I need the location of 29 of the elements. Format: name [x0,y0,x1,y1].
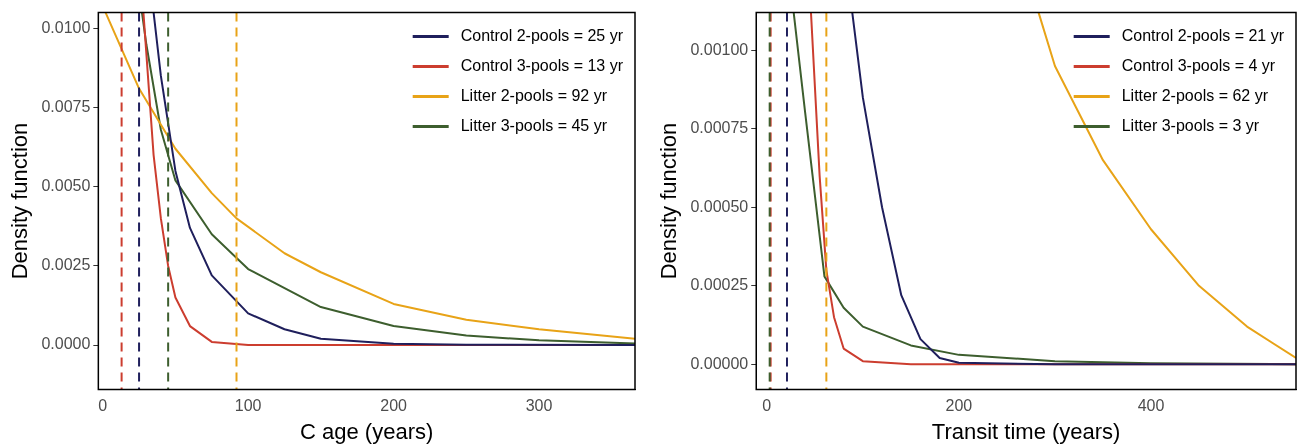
y-tick-label: 0.00075 [690,119,749,137]
x-tick-label: 200 [945,397,973,415]
y-tick-label: 0.00000 [690,354,749,372]
y-axis-title: Density function [656,122,682,280]
x-tick-label: 0 [98,397,108,415]
legend-label: Control 3-pools = 13 yr [460,57,624,75]
legend-label: Litter 3-pools = 3 yr [1121,117,1260,135]
y-tick-label: 0.00025 [690,276,749,294]
x-axis-title: Transit time (years) [931,418,1121,444]
x-axis-title: C age (years) [300,418,434,444]
legend-label: Litter 3-pools = 45 yr [460,117,608,135]
legend-label: Control 3-pools = 4 yr [1121,57,1276,75]
x-tick-label: 200 [380,397,408,415]
x-tick-label: 100 [234,397,262,415]
y-tick-label: 0.0050 [41,177,91,195]
legend-label: Control 2-pools = 21 yr [1121,27,1285,45]
y-tick-label: 0.0025 [41,256,91,274]
y-tick-label: 0.0000 [41,335,91,353]
y-tick-label: 0.00050 [690,197,749,215]
x-tick-label: 300 [525,397,553,415]
legend-label: Litter 2-pools = 92 yr [460,87,608,105]
y-tick-label: 0.0100 [41,18,91,36]
y-axis-title: Density function [7,122,33,280]
x-tick-label: 0 [762,397,772,415]
legend-label: Control 2-pools = 25 yr [460,27,624,45]
x-tick-label: 400 [1137,397,1165,415]
y-tick-label: 0.00100 [690,40,749,58]
legend-label: Litter 2-pools = 62 yr [1121,87,1269,105]
y-tick-label: 0.0075 [41,98,91,115]
